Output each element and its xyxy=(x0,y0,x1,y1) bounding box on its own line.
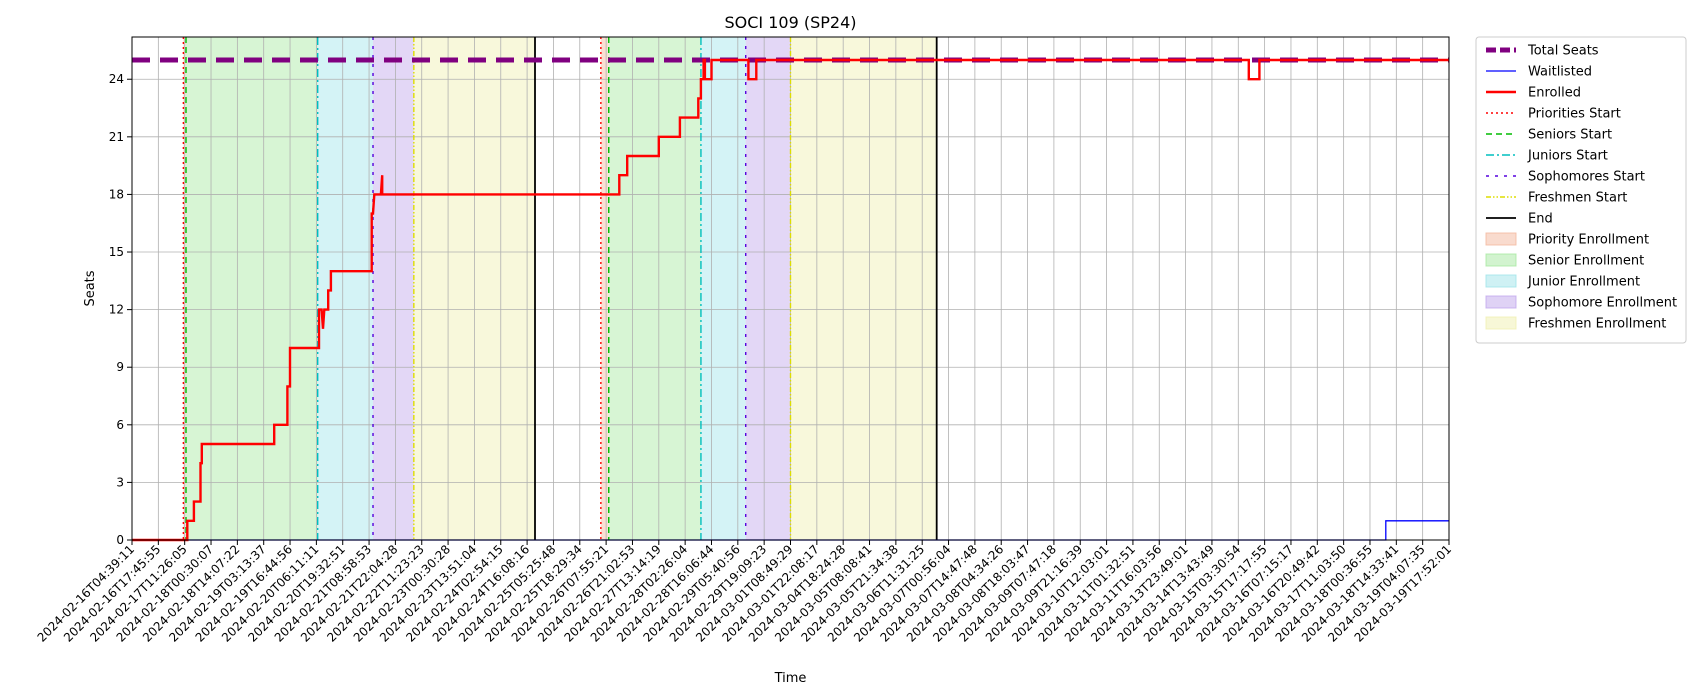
y-tick-label-7: 21 xyxy=(109,130,124,144)
legend-box xyxy=(1475,36,1687,344)
legend-label-12: Sophomore Enrollment xyxy=(1528,296,1677,311)
y-tick-label-3: 9 xyxy=(116,360,124,374)
span-3-0 xyxy=(373,37,414,540)
legend-label-2: Enrolled xyxy=(1528,86,1581,101)
y-axis-label: Seats xyxy=(83,270,98,306)
chart-title: SOCI 109 (SP24) xyxy=(725,13,857,32)
legend-label-1: Waitlisted xyxy=(1528,65,1592,80)
span-1-1 xyxy=(608,37,701,540)
x-axis-ticks: 2024-02-16T04:39:112024-02-16T17:45:5520… xyxy=(35,540,1454,645)
phase-start-lines xyxy=(182,37,938,540)
y-tick-label-4: 12 xyxy=(109,303,124,317)
y-axis-ticks: 0 3 6 9 12 15 18 21 24 xyxy=(109,72,132,547)
y-tick-label-1: 3 xyxy=(116,475,124,489)
legend-label-3: Priorities Start xyxy=(1528,107,1621,122)
span-1-0 xyxy=(185,37,318,540)
grid xyxy=(131,37,1450,541)
legend-swatch-12 xyxy=(1485,295,1517,309)
y-tick-label-6: 18 xyxy=(109,187,124,201)
legend-label-0: Total Seats xyxy=(1527,44,1599,59)
legend-label-13: Freshmen Enrollment xyxy=(1528,317,1666,332)
y-tick-label-8: 24 xyxy=(109,72,124,86)
y-tick-label-0: 0 xyxy=(116,533,124,547)
span-3-1 xyxy=(745,37,791,540)
legend: Total Seats Waitlisted Enrolled Priorities … xyxy=(1475,36,1687,344)
legend-label-10: Senior Enrollment xyxy=(1528,254,1644,269)
span-2-1 xyxy=(700,37,746,540)
legend-label-6: Sophomores Start xyxy=(1528,170,1645,185)
enrollment-spans xyxy=(183,37,937,540)
legend-label-8: End xyxy=(1528,212,1553,227)
x-axis-label: Time xyxy=(774,671,807,686)
legend-swatch-10 xyxy=(1485,253,1517,267)
legend-label-11: Junior Enrollment xyxy=(1527,275,1640,290)
legend-swatch-9 xyxy=(1485,232,1517,246)
legend-swatch-13 xyxy=(1485,316,1517,330)
y-tick-label-5: 15 xyxy=(109,245,124,259)
legend-swatch-11 xyxy=(1485,274,1517,288)
span-0-1 xyxy=(600,37,609,540)
legend-label-5: Juniors Start xyxy=(1527,149,1608,164)
legend-label-7: Freshmen Start xyxy=(1528,191,1627,206)
y-tick-label-2: 6 xyxy=(116,418,124,432)
span-4-1 xyxy=(790,37,937,540)
series-line-2 xyxy=(132,58,1449,542)
legend-label-4: Seniors Start xyxy=(1528,128,1612,143)
span-2-0 xyxy=(317,37,374,540)
legend-label-9: Priority Enrollment xyxy=(1528,233,1649,248)
